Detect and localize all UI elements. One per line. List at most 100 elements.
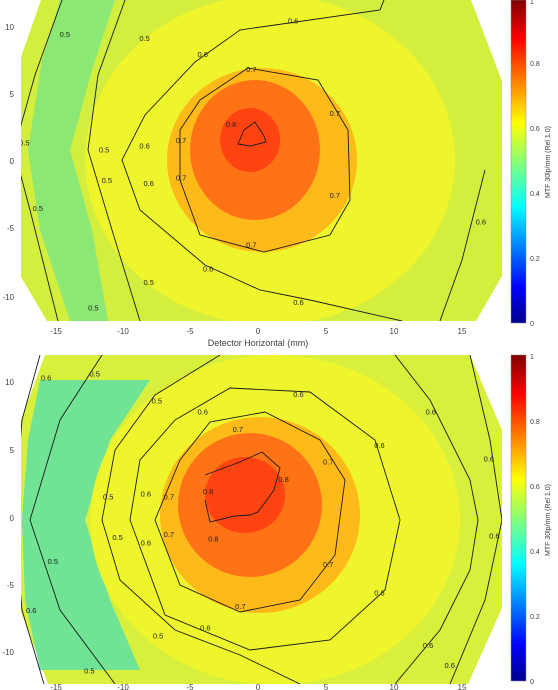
contour-label: 0.6 (197, 50, 207, 59)
contour-label: 0.6 (293, 298, 303, 307)
contour-label: 0.6 (489, 532, 499, 541)
panel-2-blob-core (205, 457, 285, 533)
colorbar-tick: 0.2 (530, 256, 540, 263)
x-tick-label: 0 (256, 683, 261, 690)
panel-2-contours (21, 355, 502, 684)
contour-label: 0.7 (246, 240, 256, 249)
x-tick-label: -10 (117, 683, 129, 690)
contour-label: 0.5 (33, 204, 43, 213)
contour-label: 0.5 (19, 139, 29, 148)
x-tick-label: 10 (390, 683, 399, 690)
contour-label: 0.8 (208, 534, 218, 543)
contour-label: 0.5 (153, 632, 163, 641)
panel-2-plot-area: 0.6 0.5 0.5 0.6 0.6 0.6 0.7 0.6 0.6 0.7 0.8 0.8 0.8 0… (21, 355, 502, 684)
colorbar-gradient (510, 0, 527, 324)
contour-line (121, 0, 403, 321)
x-tick-label: 15 (458, 683, 467, 690)
contour-label: 0.6 (143, 179, 153, 188)
contour-label: 0.6 (141, 490, 151, 499)
contour-label: 0.5 (112, 533, 122, 542)
contour-label: 0.5 (152, 397, 162, 406)
contour-line (129, 387, 401, 651)
contour-line (449, 519, 502, 684)
x-tick-label: -10 (117, 327, 129, 336)
panel-1-plot-area: 0.5 0.5 0.5 0.5 0.5 0.5 0.5 0.5 0.6 0.6 0.6 0.6 0.6 0… (19, 0, 502, 321)
contour-label: 0.7 (233, 425, 243, 434)
y-tick-label: 10 (5, 23, 14, 32)
x-tick-label: 10 (390, 327, 399, 336)
contour-label: 0.6 (200, 623, 210, 632)
x-tick-label: 0 (256, 327, 261, 336)
contour-line (469, 355, 502, 521)
contour-line (21, 0, 63, 321)
contour-label: 0.5 (143, 278, 153, 287)
contour-label: 0.6 (26, 606, 36, 615)
contour-line (21, 355, 45, 684)
contour-line (394, 355, 479, 684)
panel-2-y-axis: 10 5 0 -5 -10 (2, 378, 14, 657)
y-tick-label: -10 (2, 648, 14, 657)
x-tick-label: -15 (50, 327, 62, 336)
panel-2-colorbar: 1 0.8 0.6 0.4 0.2 0 MTF 30lp/mm (Rel 1.0… (510, 354, 552, 686)
contour-label: 0.6 (197, 407, 207, 416)
colorbar-tick: 0.6 (530, 126, 540, 133)
x-tick-label: -5 (186, 327, 194, 336)
contour-label: 0.6 (484, 455, 494, 464)
contour-label: 0.6 (293, 390, 303, 399)
contour-label: 0.8 (278, 475, 288, 484)
contour-label: 0.6 (139, 141, 149, 150)
x-tick-label: 15 (458, 327, 467, 336)
colorbar-gradient (510, 354, 527, 682)
contour-label: 0.8 (203, 487, 213, 496)
contour-line (204, 451, 281, 523)
panel-1-blob-core (220, 108, 280, 172)
x-tick-label: 5 (324, 327, 329, 336)
contour-label: 0.5 (84, 667, 94, 676)
panel-1-y-axis: 10 5 0 -5 -10 (2, 23, 14, 302)
colorbar-tick: 0.4 (530, 549, 540, 556)
contour-line (87, 0, 141, 321)
colorbar-tick: 0.6 (530, 484, 540, 491)
contour-label: 0.5 (139, 34, 149, 43)
contour-label: 0.6 (374, 441, 384, 450)
colorbar-tick: 0.8 (530, 61, 540, 68)
panel-2: 0.6 0.5 0.5 0.6 0.6 0.6 0.7 0.6 0.6 0.7 0.8 0.8 0.8 0… (2, 354, 552, 690)
contour-line (179, 67, 351, 253)
contour-label: 0.5 (89, 370, 99, 379)
colorbar-tick: 0.2 (530, 614, 540, 621)
contour-label: 0.7 (176, 173, 186, 182)
colorbar-tick: 0.8 (530, 419, 540, 426)
x-tick-label: -5 (186, 683, 194, 690)
contour-label: 0.7 (323, 457, 333, 466)
contour-label: 0.6 (288, 17, 298, 26)
contour-label: 0.5 (103, 492, 113, 501)
contour-label: 0.7 (164, 492, 174, 501)
contour-label: 0.6 (374, 588, 384, 597)
y-tick-label: -5 (7, 224, 15, 233)
colorbar-tick: 0 (530, 679, 534, 686)
contour-label: 0.8 (226, 120, 236, 129)
contour-line (101, 355, 301, 684)
contour-label: 0.7 (323, 560, 333, 569)
colorbar-tick: 0 (530, 321, 534, 328)
panel-2-x-axis: -15 -10 -5 0 5 10 15 (50, 683, 467, 690)
contour-label: 0.7 (246, 65, 256, 74)
contour-line (237, 121, 267, 147)
panel-1-band-cyan (28, 0, 115, 321)
contour-label: 0.7 (164, 530, 174, 539)
contour-label: 0.6 (423, 641, 433, 650)
panel-1-contour-labels: 0.5 0.5 0.5 0.5 0.5 0.5 0.5 0.5 0.6 0.6 0.6 0.6 0.6 0… (19, 17, 486, 313)
contour-label: 0.6 (203, 265, 213, 274)
y-tick-label: 0 (10, 157, 15, 166)
y-tick-label: 5 (10, 90, 15, 99)
panel-1-x-axis: -15 -10 -5 0 5 10 15 Detector Horizontal… (50, 327, 467, 348)
y-tick-label: 5 (10, 446, 15, 455)
y-tick-label: 10 (5, 378, 14, 387)
contour-label: 0.6 (426, 407, 436, 416)
contour-line (29, 355, 116, 684)
contour-label: 0.5 (88, 303, 98, 312)
colorbar-tick: 1 (530, 354, 534, 361)
contour-label: 0.5 (60, 30, 70, 39)
contour-label: 0.6 (41, 374, 51, 383)
